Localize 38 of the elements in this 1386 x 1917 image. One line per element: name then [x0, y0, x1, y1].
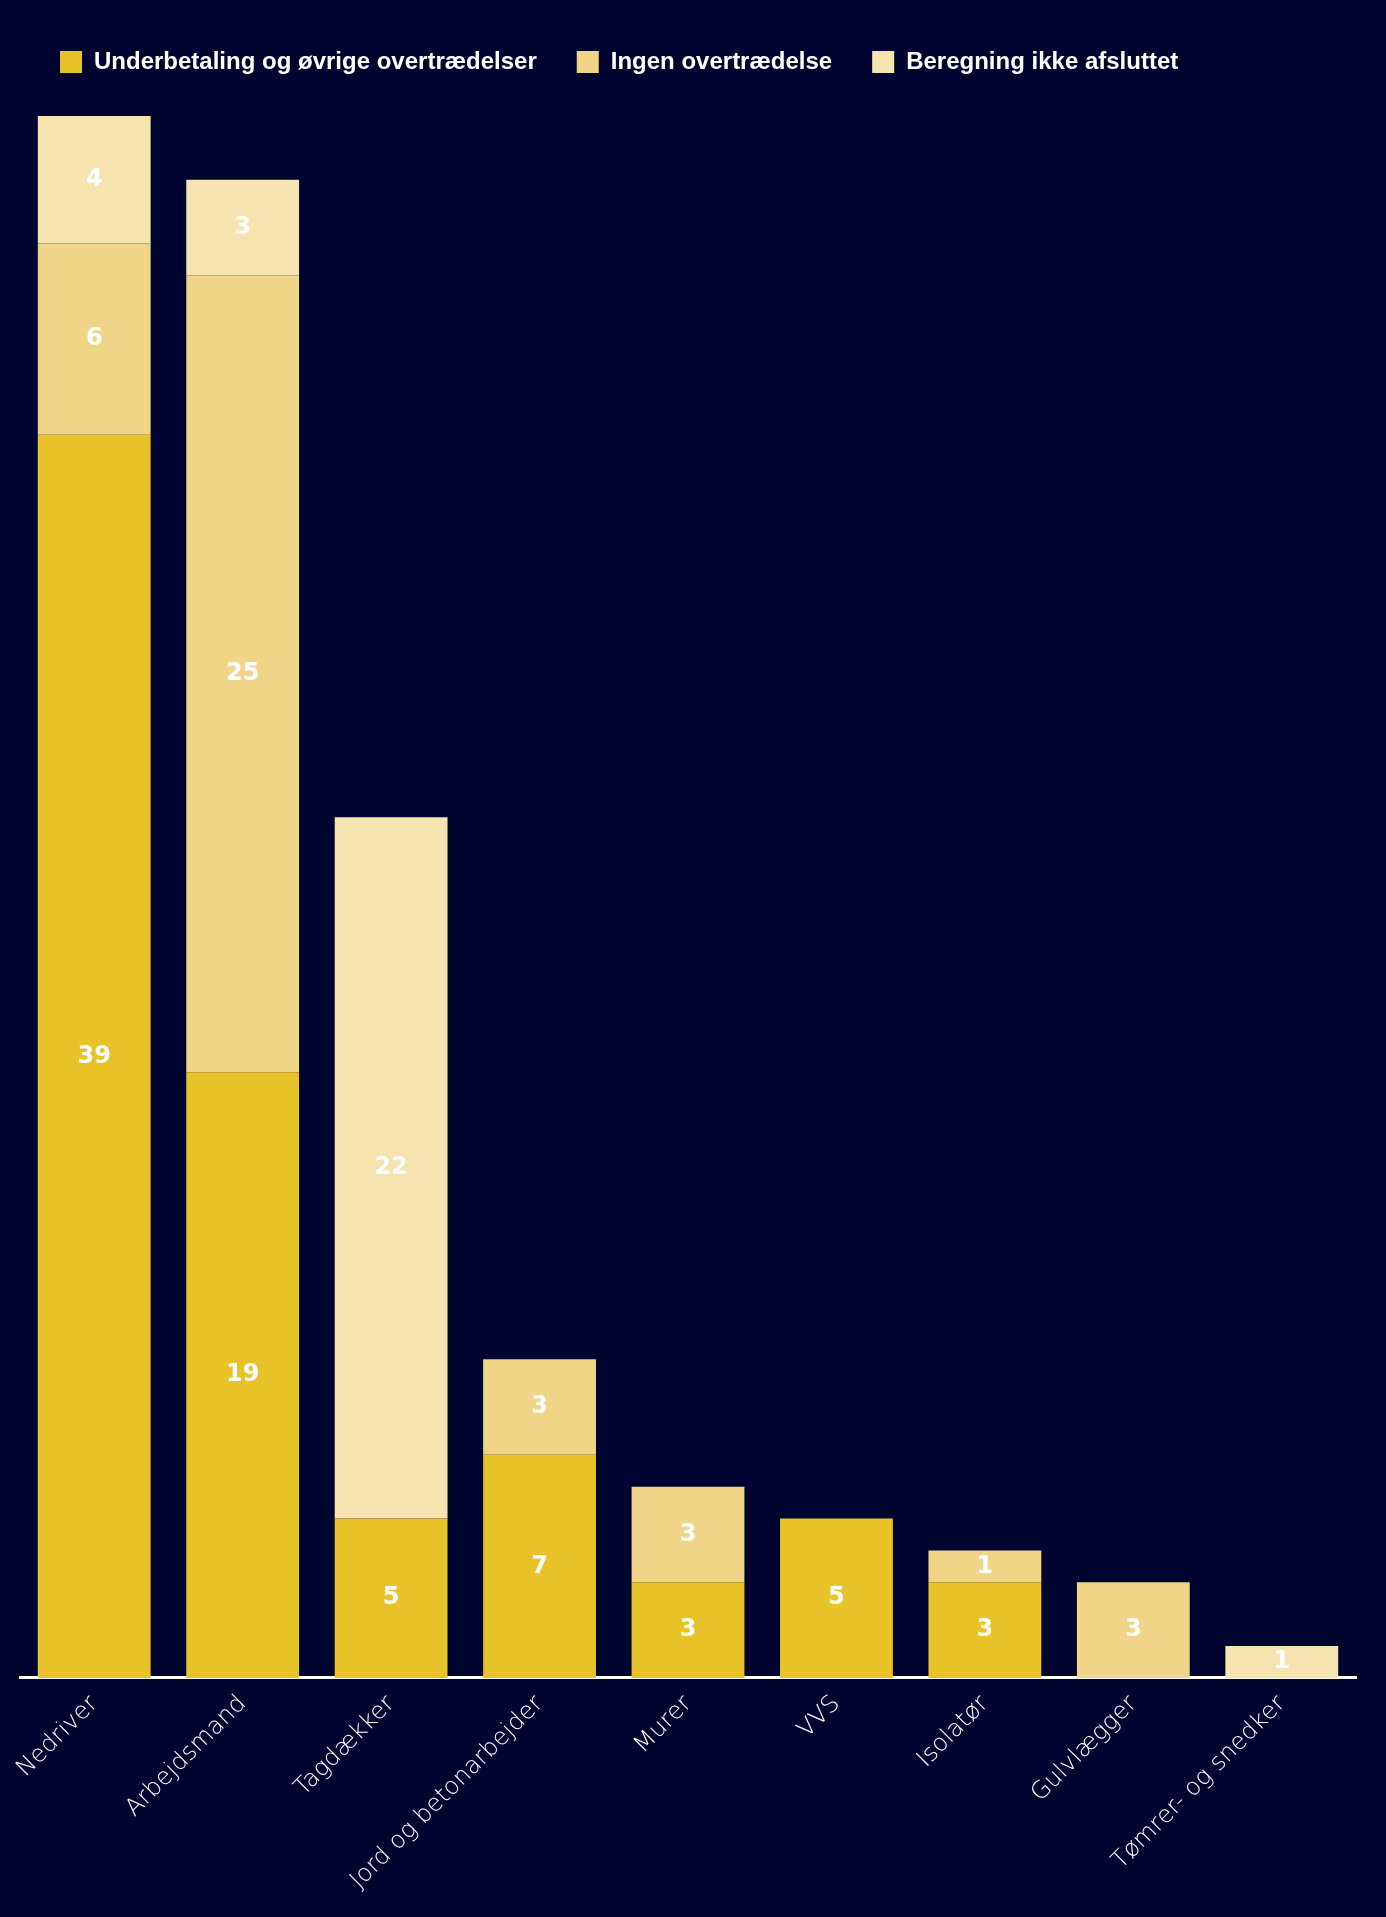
bar [186, 179, 300, 276]
data-label: 3 [976, 1614, 994, 1643]
data-label: 3 [679, 1614, 697, 1643]
data-label: 5 [382, 1582, 400, 1611]
data-label: 3 [1124, 1614, 1142, 1643]
bar [334, 1518, 448, 1678]
x-tick-label: VVS [791, 1688, 846, 1743]
bar [37, 243, 151, 435]
bar [780, 1518, 893, 1678]
data-label: 19 [225, 1359, 260, 1388]
bar [334, 817, 448, 1519]
bar [631, 1486, 745, 1583]
bar [37, 434, 151, 1678]
bar [1076, 1582, 1190, 1678]
data-label: 3 [531, 1391, 548, 1420]
bar [631, 1582, 745, 1678]
bar [483, 1359, 596, 1455]
data-label: 7 [531, 1550, 548, 1579]
bar [1225, 1646, 1339, 1678]
bar [928, 1550, 1042, 1583]
legend-label: Beregning ikke afsluttet [906, 46, 1179, 74]
data-label: 4 [85, 163, 103, 192]
bar [37, 115, 151, 244]
data-label: 6 [85, 323, 103, 352]
data-label: 3 [679, 1518, 697, 1547]
legend-label: Ingen overtrædelse [610, 46, 833, 74]
bar [928, 1582, 1042, 1678]
data-label: 39 [77, 1040, 111, 1069]
data-label: 1 [976, 1550, 994, 1579]
legend-label: Underbetaling og øvrige overtrædelser [94, 46, 537, 74]
data-label: 5 [828, 1582, 845, 1611]
data-label: 3 [234, 211, 252, 240]
bar [186, 1072, 300, 1678]
data-label: 1 [1273, 1646, 1291, 1675]
bar [186, 275, 300, 1073]
data-label: 22 [374, 1152, 408, 1181]
bar [483, 1454, 596, 1678]
data-label: 25 [225, 657, 260, 686]
